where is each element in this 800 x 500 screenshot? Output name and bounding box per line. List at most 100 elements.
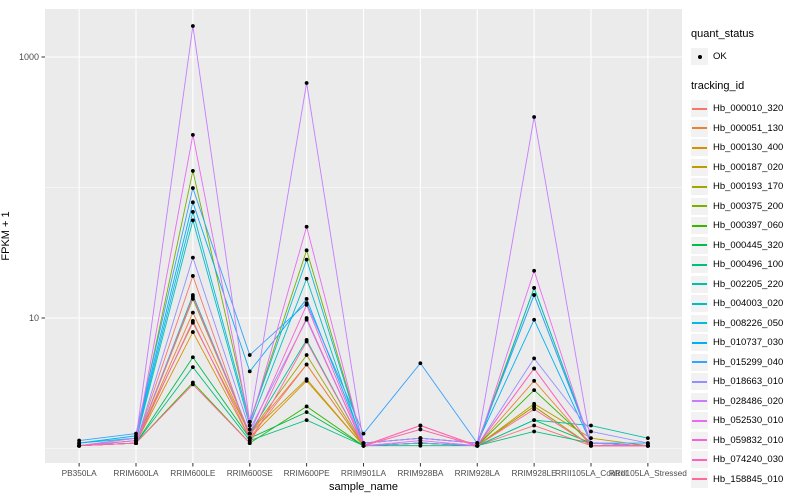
data-point bbox=[418, 427, 423, 432]
legend-key-box bbox=[691, 139, 708, 157]
legend-item-label: Hb_074240_030 bbox=[713, 454, 784, 466]
legend-item-label: Hb_018663_010 bbox=[713, 376, 784, 388]
data-point bbox=[190, 169, 195, 173]
legend-key-box bbox=[691, 314, 708, 332]
data-point bbox=[190, 310, 195, 315]
legend-item-label: Hb_008226_050 bbox=[713, 317, 784, 329]
data-point bbox=[304, 257, 309, 262]
legend-item-label: Hb_052530_010 bbox=[713, 415, 784, 427]
legend-item-Hb_000130_400: Hb_000130_400 bbox=[691, 138, 799, 158]
x-tick-label: RRIM928LE bbox=[512, 468, 558, 478]
legend-item-label: Hb_000445_320 bbox=[713, 239, 784, 251]
x-tick-label: RRIM600SE bbox=[227, 468, 274, 478]
legend-item-label: OK bbox=[713, 51, 727, 62]
x-tick-label: RRIM928LA bbox=[455, 468, 501, 478]
data-point bbox=[361, 443, 366, 448]
legend-key-box bbox=[691, 217, 708, 235]
legend-line-swatch bbox=[692, 361, 707, 364]
legend-item-label: Hb_028486_020 bbox=[713, 395, 784, 407]
legend-item-label: Hb_000375_200 bbox=[713, 200, 784, 212]
legend-key-box bbox=[691, 334, 708, 352]
legend-line-swatch bbox=[692, 341, 707, 344]
legend-line-swatch bbox=[692, 322, 707, 325]
data-point bbox=[304, 339, 309, 344]
data-point bbox=[77, 438, 82, 443]
data-point bbox=[247, 427, 252, 432]
data-point bbox=[532, 388, 537, 393]
data-point bbox=[589, 423, 593, 428]
data-point bbox=[304, 404, 309, 409]
data-point bbox=[532, 378, 537, 383]
legend-key-box bbox=[691, 412, 708, 430]
legend-item-Hb_000445_320: Hb_000445_320 bbox=[691, 236, 799, 256]
legend-line-swatch bbox=[692, 185, 707, 188]
data-point bbox=[304, 418, 309, 423]
data-point bbox=[532, 317, 537, 322]
data-point bbox=[304, 353, 309, 357]
legend-item-Hb_000375_200: Hb_000375_200 bbox=[691, 197, 799, 217]
data-point bbox=[190, 186, 195, 190]
legend-line-swatch bbox=[692, 127, 707, 130]
legend-item-Hb_002205_220: Hb_002205_220 bbox=[691, 275, 799, 295]
legend-item-Hb_018663_010: Hb_018663_010 bbox=[691, 372, 799, 392]
legend-key-box bbox=[691, 431, 708, 449]
data-point bbox=[589, 441, 593, 445]
legend-item-Hb_000051_130: Hb_000051_130 bbox=[691, 119, 799, 139]
point-marker-icon bbox=[697, 54, 702, 59]
legend-key-box bbox=[691, 295, 708, 313]
legend-line-swatch bbox=[692, 146, 707, 149]
legend-item-label: Hb_010737_030 bbox=[713, 337, 784, 349]
legend-item-label: Hb_000010_320 bbox=[713, 103, 784, 115]
legend-key-box bbox=[691, 275, 708, 293]
legend-title-tracking-id: tracking_id bbox=[691, 80, 745, 92]
data-point bbox=[190, 24, 195, 28]
legend-item-Hb_000496_100: Hb_000496_100 bbox=[691, 255, 799, 275]
data-point bbox=[134, 431, 138, 436]
data-point bbox=[589, 436, 593, 441]
data-point bbox=[418, 438, 423, 443]
data-point bbox=[589, 443, 593, 448]
legend-item-label: Hb_000496_100 bbox=[713, 259, 784, 271]
legend-item-label: Hb_000130_400 bbox=[713, 142, 784, 154]
legend-line-swatch bbox=[692, 263, 707, 266]
data-point bbox=[304, 248, 309, 253]
x-tick-label: RRIM600LE bbox=[170, 468, 216, 478]
data-point bbox=[304, 377, 309, 382]
data-point bbox=[304, 224, 309, 229]
legend-line-swatch bbox=[692, 380, 707, 383]
legend-line-swatch bbox=[692, 458, 707, 461]
data-point bbox=[532, 293, 537, 297]
legend-items-list: Hb_000010_320 Hb_000051_130 Hb_000130_400 H… bbox=[691, 99, 799, 489]
data-point bbox=[190, 382, 195, 387]
legend-key-box bbox=[691, 373, 708, 391]
data-point bbox=[532, 356, 537, 361]
legend-item-Hb_000010_320: Hb_000010_320 bbox=[691, 99, 799, 119]
data-point bbox=[190, 274, 195, 278]
y-tick-label: 1000 bbox=[19, 52, 39, 62]
legend-item-Hb_028486_020: Hb_028486_020 bbox=[691, 392, 799, 412]
legend-key-box bbox=[691, 119, 708, 137]
data-point bbox=[532, 268, 537, 273]
legend-key-box bbox=[691, 392, 708, 410]
legend-line-swatch bbox=[692, 419, 707, 422]
data-point bbox=[532, 366, 537, 371]
data-point bbox=[645, 436, 650, 441]
legend-line-swatch bbox=[692, 224, 707, 227]
x-tick-label: RRIM600PE bbox=[284, 468, 331, 478]
legend-item-Hb_004003_020: Hb_004003_020 bbox=[691, 294, 799, 314]
data-point bbox=[304, 362, 309, 367]
data-point bbox=[589, 429, 593, 434]
legend-key-box bbox=[691, 197, 708, 215]
data-point bbox=[532, 286, 537, 290]
data-point bbox=[190, 355, 195, 360]
legend-line-swatch bbox=[692, 302, 707, 305]
data-point bbox=[190, 330, 195, 334]
data-point bbox=[190, 132, 195, 137]
legend-key-box bbox=[691, 178, 708, 196]
data-point bbox=[247, 419, 252, 424]
legend-key-box bbox=[691, 451, 708, 469]
data-point bbox=[645, 441, 650, 445]
legend-item-Hb_015299_040: Hb_015299_040 bbox=[691, 353, 799, 373]
x-tick-label: RRIM928BA bbox=[397, 468, 444, 478]
